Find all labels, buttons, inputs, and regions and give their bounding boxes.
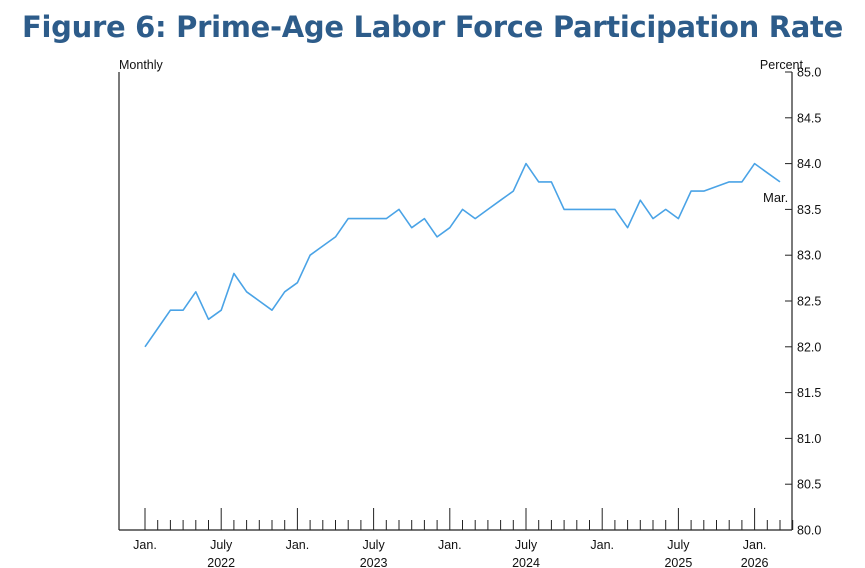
x-year-label: 2026 — [741, 556, 769, 568]
left-axis-label: Monthly — [119, 58, 164, 72]
end-annotation: Mar. — [763, 190, 788, 205]
x-tick-label: July — [667, 538, 690, 552]
x-year-label: 2022 — [207, 556, 235, 568]
y-tick-label: 85.0 — [797, 66, 821, 80]
x-tick-label: Jan. — [438, 538, 462, 552]
y-tick-label: 82.5 — [797, 295, 821, 309]
x-year-label: 2023 — [360, 556, 388, 568]
y-tick-label: 83.5 — [797, 203, 821, 217]
x-year-label: 2025 — [664, 556, 692, 568]
chart-labels: 80.0 80.5 81.0 81.5 82.0 82.5 83.0 83.5 84.0 84.5… — [119, 58, 821, 568]
chart-ticks — [144, 71, 794, 531]
y-tick-label: 82.0 — [797, 340, 821, 354]
y-tick-label: 80.5 — [797, 478, 821, 492]
y-tick-label: 81.0 — [797, 432, 821, 446]
y-tick-label: 84.0 — [797, 157, 821, 171]
right-axis-label: Percent — [760, 58, 804, 72]
y-tick-label: 83.0 — [797, 249, 821, 263]
y-tick-label: 81.5 — [797, 386, 821, 400]
chart-axes — [118, 72, 793, 531]
y-tick-label: 84.5 — [797, 111, 821, 125]
x-year-label: 2024 — [512, 556, 540, 568]
x-tick-label: Jan. — [133, 538, 157, 552]
x-tick-label: Jan. — [286, 538, 310, 552]
x-tick-label: July — [515, 538, 538, 552]
chart-title: Figure 6: Prime-Age Labor Force Particip… — [22, 10, 843, 44]
x-tick-label: Jan. — [590, 538, 614, 552]
x-tick-label: Jan. — [743, 538, 767, 552]
y-tick-label: 80.0 — [797, 524, 821, 538]
series-line — [144, 162, 781, 348]
x-tick-label: July — [210, 538, 233, 552]
chart-series — [144, 162, 781, 348]
x-tick-label: July — [362, 538, 385, 552]
